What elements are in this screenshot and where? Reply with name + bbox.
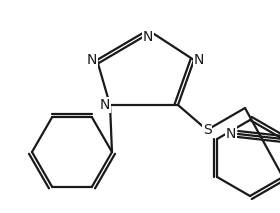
- Text: N: N: [143, 30, 153, 44]
- Text: N: N: [100, 98, 110, 112]
- Text: S: S: [203, 123, 211, 137]
- Text: N: N: [226, 127, 236, 141]
- Text: N: N: [87, 53, 97, 67]
- Text: N: N: [194, 53, 204, 67]
